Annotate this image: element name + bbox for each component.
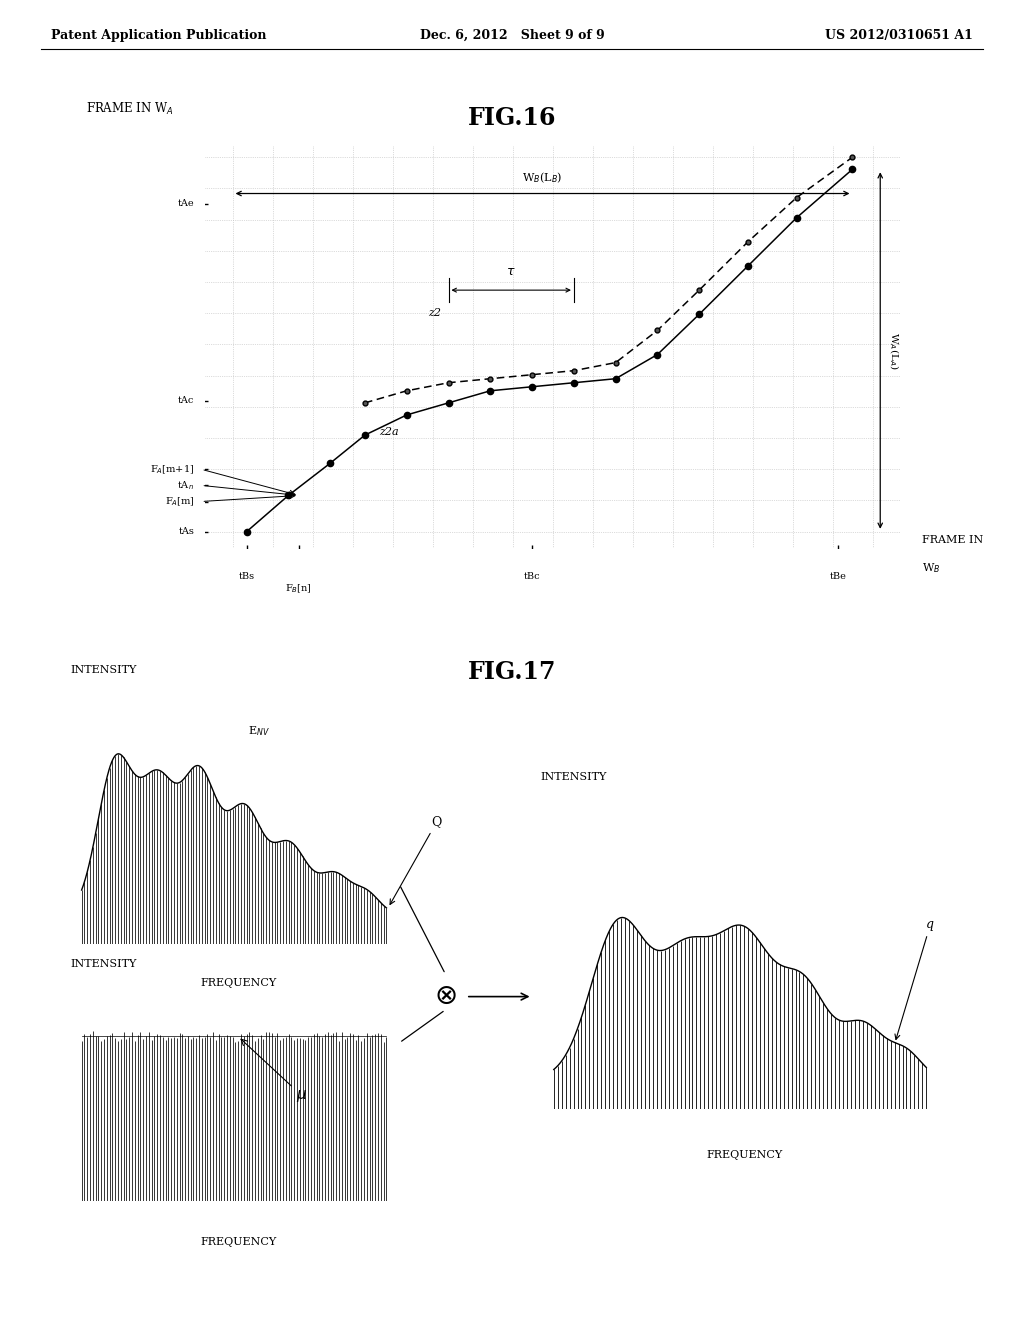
- Text: FRAME IN: FRAME IN: [922, 535, 983, 545]
- Text: F$_A$[m+1]: F$_A$[m+1]: [151, 463, 195, 475]
- Text: tAe: tAe: [178, 199, 195, 209]
- Text: FIG.16: FIG.16: [468, 106, 556, 129]
- Text: tBc: tBc: [523, 572, 541, 581]
- Text: INTENSITY: INTENSITY: [71, 665, 137, 676]
- Text: tA$_n$: tA$_n$: [177, 479, 195, 492]
- Text: INTENSITY: INTENSITY: [71, 958, 137, 969]
- Text: W$_B$(L$_B$): W$_B$(L$_B$): [522, 170, 562, 186]
- Text: US 2012/0310651 A1: US 2012/0310651 A1: [825, 29, 973, 42]
- Text: INTENSITY: INTENSITY: [540, 772, 606, 781]
- Text: q: q: [895, 919, 934, 1039]
- Text: Dec. 6, 2012   Sheet 9 of 9: Dec. 6, 2012 Sheet 9 of 9: [420, 29, 604, 42]
- Text: tAs: tAs: [178, 527, 195, 536]
- Text: FRAME IN W$_A$: FRAME IN W$_A$: [86, 100, 174, 117]
- Text: $\mu$: $\mu$: [241, 1039, 307, 1104]
- Text: z2: z2: [428, 309, 440, 318]
- Text: tBs: tBs: [239, 572, 255, 581]
- Text: $\tau$: $\tau$: [507, 265, 516, 279]
- Text: W$_A$(L$_A$): W$_A$(L$_A$): [887, 331, 901, 370]
- Text: tAc: tAc: [178, 396, 195, 405]
- Text: F$_A$[m]: F$_A$[m]: [165, 495, 195, 508]
- Text: F$_B$[n]: F$_B$[n]: [286, 582, 312, 594]
- Text: W$_B$: W$_B$: [922, 561, 940, 574]
- Text: Patent Application Publication: Patent Application Publication: [51, 29, 266, 42]
- Text: FREQUENCY: FREQUENCY: [707, 1150, 783, 1160]
- Text: Q: Q: [390, 816, 442, 904]
- Text: tBe: tBe: [830, 572, 847, 581]
- Text: z2a: z2a: [379, 428, 398, 437]
- Text: FREQUENCY: FREQUENCY: [200, 1237, 276, 1247]
- Text: FIG.17: FIG.17: [468, 660, 556, 684]
- Text: $\otimes$: $\otimes$: [434, 983, 457, 1010]
- Text: FREQUENCY: FREQUENCY: [200, 978, 276, 987]
- Text: E$_{NV}$: E$_{NV}$: [248, 725, 269, 738]
